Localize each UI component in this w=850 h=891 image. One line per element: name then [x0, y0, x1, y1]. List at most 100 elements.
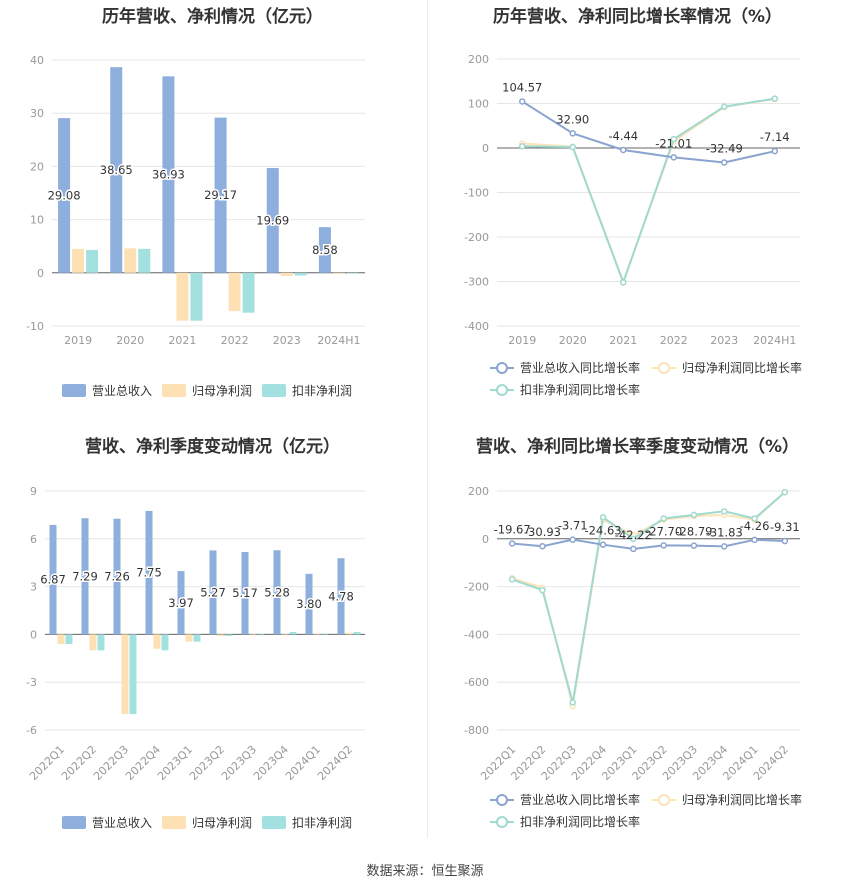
data-label-revenue-growth: -4.26 [740, 519, 770, 533]
legend-marker [658, 362, 670, 374]
y-tick-label: 100 [468, 98, 489, 111]
bar-deducted-profit [190, 272, 203, 321]
y-tick-label: -100 [464, 187, 489, 200]
legend-swatch [162, 384, 186, 397]
bar-revenue [58, 118, 71, 273]
series-point [508, 576, 516, 583]
bar-revenue [209, 550, 217, 635]
series-point [751, 515, 758, 522]
x-tick-label: 2022 [660, 334, 688, 347]
legend-marker [496, 362, 508, 374]
y-tick-label: 0 [30, 628, 37, 641]
data-label-revenue: 7.29 [72, 569, 98, 583]
legend-label: 归母净利润 [192, 816, 252, 830]
bar-parent-profit [89, 634, 97, 651]
legend-label: 扣非净利润同比增长率 [520, 382, 640, 397]
x-tick-label: 2019 [508, 334, 536, 347]
bar-revenue [49, 524, 57, 635]
legend-swatch [262, 384, 286, 397]
series-point [620, 146, 627, 154]
y-tick-label: 200 [468, 53, 489, 66]
legend-marker [496, 794, 508, 806]
series-point [519, 98, 526, 105]
panel-divider [427, 0, 428, 838]
quarterly-revenue-profit-chart: 营收、净利季度变动情况（亿元） -6 -3 0 3 6 9 2022Q1 2022Q2 2022… [0, 430, 425, 860]
data-label-revenue: 5.27 [200, 585, 226, 599]
data-label-revenue: 4.78 [328, 589, 354, 603]
data-label-revenue: 3.80 [296, 597, 322, 611]
chart-title: 营收、净利同比增长率季度变动情况（%） [475, 437, 800, 457]
bar-deducted-profit [65, 634, 73, 644]
y-tick-label: 0 [482, 142, 489, 155]
data-label-revenue-growth: 104.57 [502, 80, 542, 94]
bar-deducted-profit [289, 632, 297, 635]
series-point [630, 535, 637, 543]
legend-marker [496, 816, 508, 828]
bar-deducted-profit [346, 272, 359, 274]
annual-revenue-profit-chart: 历年营收、净利情况（亿元） -10 0 10 20 30 40 2019 2020 2021 20… [0, 0, 425, 430]
legend-label: 扣非净利润 [292, 816, 352, 830]
bar-revenue [177, 571, 185, 635]
data-label-revenue-growth: -4.44 [608, 129, 638, 143]
series-point [781, 537, 789, 545]
chart-title: 历年营收、净利情况（亿元） [102, 7, 323, 27]
bar-parent-profit [345, 632, 353, 635]
series-point [781, 488, 789, 496]
bar-revenue [241, 552, 249, 635]
bar-revenue [337, 558, 345, 635]
legend-label: 归母净利润 [192, 384, 252, 398]
x-tick-label: 2024H1 [753, 334, 796, 347]
series-point [539, 586, 546, 594]
annual-growth-rate-svg: -400 -300 -200 -100 0 100 200 2019 2020 2021 2022 2… [464, 53, 802, 397]
legend-label: 营业总收入同比增长率 [520, 360, 640, 375]
data-label-revenue-growth: -19.67 [494, 523, 531, 537]
series-point [569, 143, 576, 151]
y-tick-label: -200 [464, 581, 489, 594]
series-point [620, 279, 627, 286]
series-point [771, 95, 778, 102]
data-label-revenue: 8.58 [312, 243, 338, 257]
bar-parent-profit [332, 272, 345, 274]
y-tick-label: -200 [464, 231, 489, 244]
data-label-revenue-growth: -32.49 [706, 141, 743, 155]
legend-swatch [262, 816, 286, 829]
series-point [660, 515, 667, 522]
bar-deducted-profit [257, 634, 265, 636]
bar-deducted-profit [193, 634, 201, 642]
y-tick-label: 40 [30, 54, 44, 67]
series-point [569, 536, 576, 543]
y-tick-label: 200 [468, 485, 489, 498]
data-label-revenue: 6.87 [40, 573, 66, 587]
x-tick-label: 2020 [559, 334, 587, 347]
legend-label: 归母净利润同比增长率 [682, 360, 802, 375]
data-label-revenue: 36.93 [152, 168, 185, 182]
legend-marker [496, 384, 508, 396]
bar-parent-profit [72, 248, 85, 273]
y-tick-label: -10 [26, 320, 44, 333]
data-label-revenue: 5.17 [232, 586, 258, 600]
y-tick-label: -800 [464, 724, 489, 737]
data-label-revenue: 7.26 [104, 570, 130, 584]
bar-deducted-profit [242, 272, 255, 313]
series-point [660, 542, 667, 549]
legend-label: 营业总收入 [92, 384, 152, 398]
legend-label: 营业总收入同比增长率 [520, 792, 640, 807]
data-label-revenue-growth: -30.93 [524, 525, 561, 539]
bar-parent-profit [281, 634, 289, 636]
data-label-revenue-growth: -7.14 [760, 130, 790, 144]
bar-deducted-profit [294, 272, 307, 276]
series-point [721, 159, 728, 166]
bar-revenue [81, 518, 89, 635]
bar-parent-profit [121, 634, 129, 715]
series-point [690, 542, 698, 549]
bar-revenue [273, 550, 281, 635]
bar-parent-profit [249, 634, 257, 636]
bar-parent-profit [57, 634, 65, 644]
bar-deducted-profit [129, 634, 137, 715]
bar-revenue [214, 117, 227, 273]
data-label-revenue-growth: -9.31 [770, 520, 800, 534]
annual-growth-rate-chart: 历年营收、净利同比增长率情况（%） -400 -300 -200 -100 0 100 20… [425, 0, 850, 430]
legend-label: 扣非净利润同比增长率 [520, 814, 640, 829]
y-tick-label: -6 [26, 724, 37, 737]
y-tick-label: 3 [30, 581, 37, 594]
